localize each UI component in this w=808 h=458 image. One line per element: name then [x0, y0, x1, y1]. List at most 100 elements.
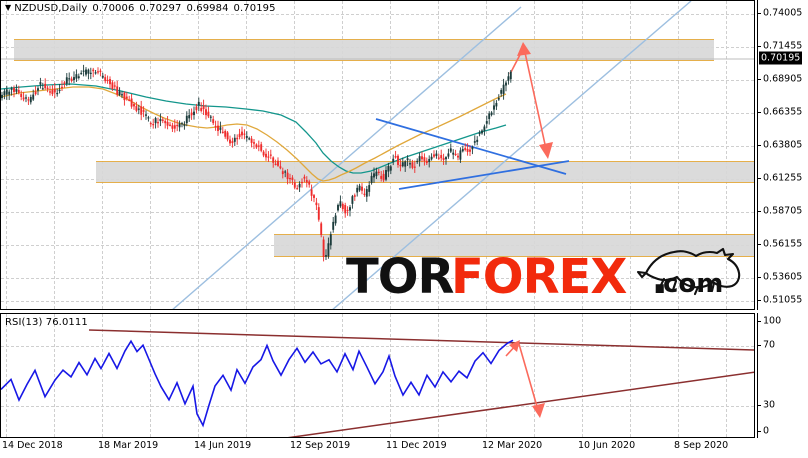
- candle-body: [130, 98, 133, 107]
- rsi-line-series: [1, 339, 514, 428]
- candle-body: [493, 105, 495, 110]
- candle-body: [260, 144, 263, 151]
- candle-body: [358, 185, 361, 191]
- candle-body: [483, 126, 486, 131]
- candle-body: [49, 91, 51, 93]
- candle-body: [509, 71, 512, 80]
- collapse-caret-icon[interactable]: ▼: [5, 3, 12, 12]
- gridline-v: [630, 1, 631, 309]
- candle-body: [137, 108, 140, 110]
- candle-body: [226, 132, 229, 140]
- candle-body: [469, 149, 471, 152]
- candle-body: [488, 113, 491, 119]
- candle-body: [68, 78, 71, 80]
- candle-body: [327, 243, 330, 257]
- price-tick-label: 0.58705: [763, 205, 803, 217]
- candle-body: [236, 137, 239, 140]
- gridline-h: [1, 80, 754, 81]
- candle-body: [291, 177, 294, 180]
- candle-body: [281, 171, 284, 175]
- ma-teal-line: [1, 83, 507, 174]
- gridline-v: [486, 314, 487, 437]
- candle-body: [44, 83, 47, 89]
- candle-body: [94, 72, 97, 74]
- candle-body: [277, 160, 279, 166]
- candle-body: [315, 202, 318, 206]
- gridline-v: [246, 314, 247, 437]
- candle-body: [221, 131, 224, 133]
- date-tick-label: 18 Mar 2019: [98, 440, 159, 451]
- candle-body: [65, 77, 68, 84]
- candle-body: [471, 147, 474, 150]
- candle-body: [125, 96, 128, 99]
- rsi-overbought-line: [1, 346, 754, 347]
- price-tick-mark: [757, 145, 761, 146]
- candle-body: [344, 205, 347, 214]
- price-tick-label: 0.74005: [763, 7, 803, 19]
- gridline-v: [534, 314, 535, 437]
- price-tick-mark: [757, 112, 761, 113]
- candle-body: [500, 90, 503, 94]
- gridline-v: [6, 314, 7, 437]
- candle-body: [73, 77, 75, 81]
- candle-body: [505, 82, 507, 86]
- candle-body: [389, 166, 392, 171]
- price-axis[interactable]: 0.74005 0.71455 0.68905 0.66355 0.63805 0.612…: [757, 0, 808, 310]
- ohlc-low: 0.69984: [186, 3, 229, 14]
- rsi-plot-area: RSI(13) 76.0111: [1, 314, 754, 437]
- candle-body: [25, 97, 27, 99]
- candle-body: [22, 97, 25, 100]
- candle-body: [197, 101, 200, 106]
- candle-body: [430, 156, 433, 160]
- price-tick-label: 0.68905: [763, 73, 803, 85]
- candle-body: [219, 127, 222, 130]
- candle-body: [169, 124, 171, 126]
- candle-body: [87, 69, 90, 74]
- candle-body: [411, 162, 414, 168]
- candle-body: [305, 180, 308, 183]
- price-tick-label: 0.66355: [763, 106, 803, 118]
- price-tick-label: 0.63805: [763, 139, 803, 151]
- candle-body: [140, 106, 143, 115]
- candle-body: [77, 76, 80, 79]
- candle-body: [53, 88, 56, 93]
- symbol-label: NZDUSD,Daily: [14, 3, 88, 14]
- candle-body: [245, 135, 248, 138]
- candle-body: [481, 130, 483, 134]
- ohlc-close: 0.70195: [233, 3, 276, 14]
- candle-body: [437, 157, 440, 159]
- candle-body: [404, 161, 407, 167]
- candle-body: [75, 74, 78, 79]
- candle-body: [209, 116, 212, 118]
- candle-body: [368, 185, 371, 192]
- candle-body: [284, 171, 287, 173]
- candle-body: [70, 78, 73, 81]
- rsi-tick-label: 70: [763, 339, 776, 351]
- candle-body: [39, 82, 42, 85]
- rsi-lower-trendline: [287, 371, 754, 437]
- candle-body: [118, 91, 121, 95]
- supply-zone-band-upper: [14, 39, 714, 61]
- date-axis[interactable]: 14 Dec 2018 18 Mar 2019 14 Jun 2019 12 Sep …: [0, 440, 755, 458]
- gridline-v: [294, 1, 295, 309]
- candle-body: [507, 76, 510, 81]
- candle-body: [320, 223, 323, 235]
- gridline-h: [1, 301, 754, 302]
- candle-body: [166, 121, 169, 126]
- candle-body: [421, 156, 423, 160]
- candle-body: [207, 111, 210, 117]
- gridline-v: [342, 314, 343, 437]
- candle-body: [279, 166, 282, 169]
- candle-body: [205, 109, 207, 116]
- date-tick-label: 10 Jun 2020: [578, 440, 636, 451]
- candle-body: [310, 189, 313, 196]
- candle-body: [253, 142, 255, 144]
- price-chart-panel[interactable]: TOR FOREX . com ▼ NZDUSD,Daily 0.70006 0.70…: [0, 0, 755, 310]
- candle-body: [332, 221, 335, 230]
- rsi-axis[interactable]: 100 70 30 0: [757, 313, 808, 438]
- demand-zone-band-middle: [96, 161, 754, 183]
- current-price-badge: 0.70195: [759, 51, 803, 65]
- candle-body: [461, 149, 464, 152]
- demand-zone-band-lower: [274, 234, 754, 257]
- rsi-chart-panel[interactable]: RSI(13) 76.0111: [0, 313, 755, 438]
